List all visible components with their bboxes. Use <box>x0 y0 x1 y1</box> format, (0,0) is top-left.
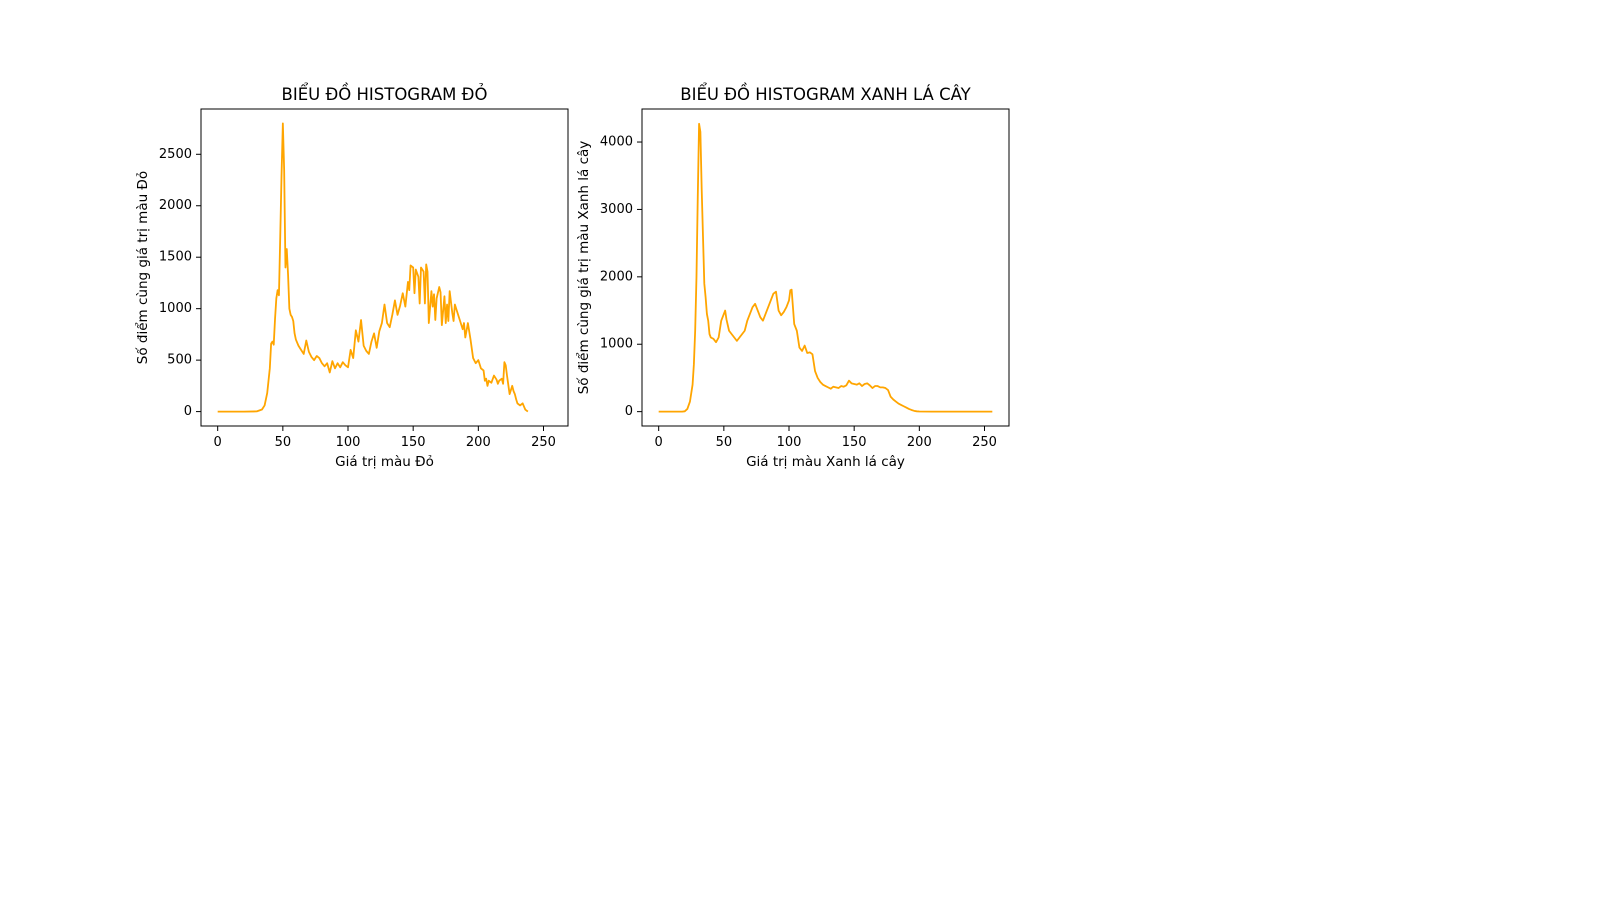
red-x-tick-label: 50 <box>275 435 292 450</box>
red-histogram-chart: BIỂU ĐỒ HISTOGRAM ĐỎ Giá trị màu Đỏ Số đ… <box>134 83 569 470</box>
green-x-tick-label: 100 <box>777 435 802 450</box>
green-y-tick-label: 4000 <box>600 135 633 150</box>
green-x-axis-label: Giá trị màu Xanh lá cây <box>746 454 905 470</box>
green-y-tick-label: 3000 <box>600 202 633 217</box>
green-y-axis-label: Số điểm cùng giá trị màu Xanh lá cây <box>575 141 592 395</box>
green-plot-frame <box>641 108 1010 427</box>
red-x-tick-label: 100 <box>336 435 361 450</box>
green-x-tick-label: 200 <box>907 435 932 450</box>
green-x-tick-label: 150 <box>842 435 867 450</box>
red-y-tick-label: 2500 <box>159 147 192 162</box>
green-x-tick-label: 0 <box>655 435 663 450</box>
green-histogram-line <box>658 122 993 413</box>
red-y-tick-label: 0 <box>184 404 192 419</box>
red-x-tick-label: 250 <box>531 435 556 450</box>
green-y-tick-label: 2000 <box>600 269 633 284</box>
red-y-tick-label: 500 <box>167 353 192 368</box>
red-y-tick-label: 1500 <box>159 250 192 265</box>
green-histogram-chart: BIỂU ĐỒ HISTOGRAM XANH LÁ CÂY Giá trị mà… <box>575 83 1010 470</box>
red-y-tick-label: 1000 <box>159 301 192 316</box>
red-y-axis-label: Số điểm cùng giá trị màu Đỏ <box>134 171 151 364</box>
green-y-tick-label: 0 <box>625 404 633 419</box>
red-x-tick-label: 150 <box>401 435 426 450</box>
green-y-tick-label: 1000 <box>600 337 633 352</box>
green-chart-title: BIỂU ĐỒ HISTOGRAM XANH LÁ CÂY <box>680 83 971 104</box>
red-plot-frame <box>200 108 569 427</box>
red-chart-title: BIỂU ĐỒ HISTOGRAM ĐỎ <box>282 83 488 104</box>
green-x-tick-label: 50 <box>716 435 733 450</box>
red-histogram-line <box>217 122 529 413</box>
red-x-tick-label: 200 <box>466 435 491 450</box>
red-x-tick-label: 0 <box>214 435 222 450</box>
green-x-tick-label: 250 <box>972 435 997 450</box>
red-x-axis-label: Giá trị màu Đỏ <box>335 454 434 470</box>
red-y-tick-label: 2000 <box>159 198 192 213</box>
